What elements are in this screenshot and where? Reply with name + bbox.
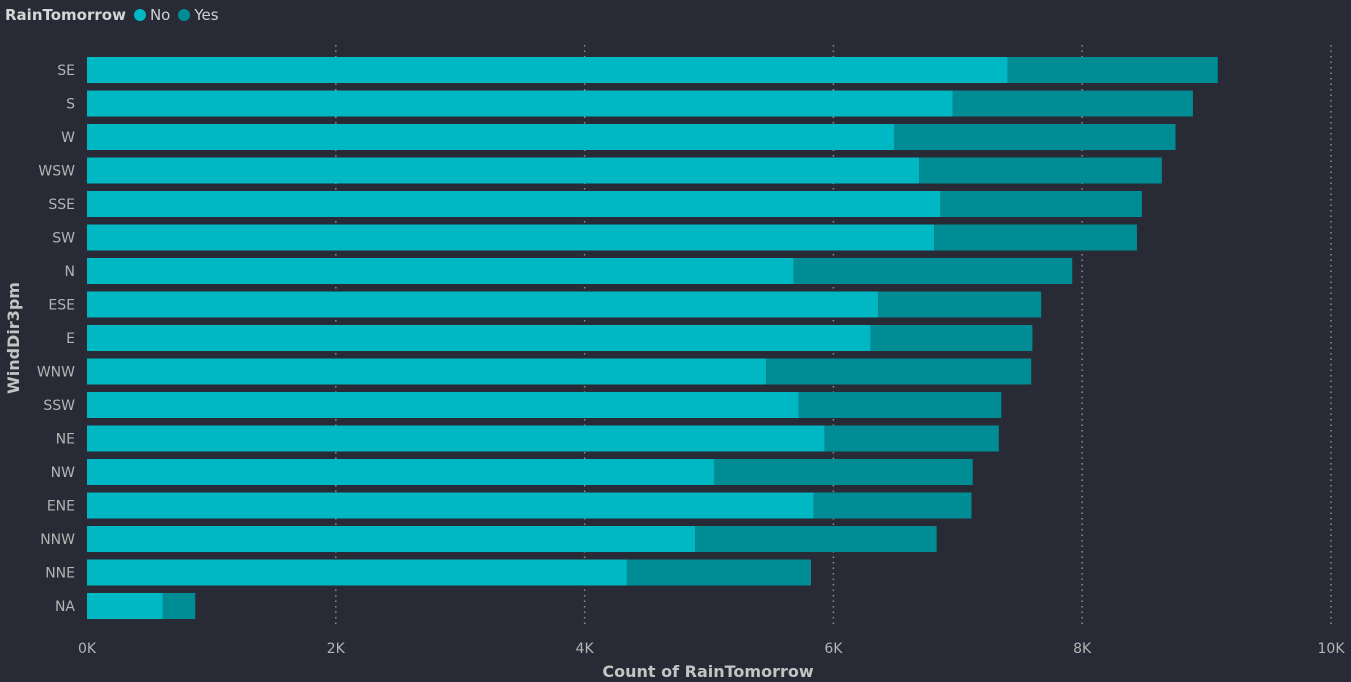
- bar-yes-n[interactable]: [793, 258, 1073, 284]
- legend-swatch-yes: [178, 9, 191, 21]
- y-tick-label: NNE: [45, 566, 75, 582]
- legend-title: RainTomorrow: [5, 6, 126, 24]
- y-tick-label: NNW: [40, 532, 75, 548]
- bar-yes-ne[interactable]: [824, 425, 999, 452]
- legend-label-no: No: [149, 6, 171, 24]
- legend-label-yes: Yes: [194, 6, 219, 24]
- bar-no-nw[interactable]: [87, 459, 714, 485]
- y-tick-label: SSW: [43, 398, 75, 414]
- bar-no-s[interactable]: [87, 90, 953, 117]
- y-tick-label: NW: [51, 465, 75, 481]
- bar-yes-nw[interactable]: [713, 459, 973, 485]
- x-tick-label: 0K: [78, 641, 97, 657]
- x-tick-label: 6K: [824, 641, 843, 657]
- y-tick-label: ENE: [47, 499, 75, 515]
- y-tick-label: WNW: [37, 365, 75, 381]
- y-tick-label: W: [61, 130, 75, 146]
- bar-yes-ese[interactable]: [878, 291, 1042, 318]
- bar-no-w[interactable]: [87, 124, 895, 150]
- bar-no-ene[interactable]: [87, 492, 814, 519]
- legend-entry-yes[interactable]: Yes: [178, 6, 219, 24]
- y-tick-label: N: [65, 264, 75, 280]
- y-tick-label: SSE: [48, 197, 75, 213]
- y-axis-label: WindDir3pm: [4, 282, 23, 394]
- x-tick-label: 4K: [576, 641, 595, 657]
- x-tick-label: 2K: [327, 641, 346, 657]
- bar-no-na[interactable]: [87, 593, 163, 619]
- bar-no-nne[interactable]: [87, 559, 627, 586]
- bar-no-sse[interactable]: [87, 191, 941, 217]
- bar-yes-sse[interactable]: [940, 191, 1142, 217]
- bar-yes-se[interactable]: [1007, 57, 1218, 83]
- bar-yes-wnw[interactable]: [766, 358, 1032, 385]
- x-tick-label: 10K: [1318, 641, 1346, 657]
- bar-yes-na[interactable]: [162, 593, 196, 619]
- bar-yes-nne[interactable]: [626, 559, 812, 586]
- bar-no-wnw[interactable]: [87, 358, 767, 385]
- bar-no-sw[interactable]: [87, 224, 935, 251]
- bar-no-ne[interactable]: [87, 425, 825, 452]
- legend-entry-no[interactable]: No: [133, 6, 171, 24]
- bar-yes-e[interactable]: [870, 325, 1033, 351]
- bar-no-wsw[interactable]: [87, 157, 920, 184]
- y-tick-label: E: [66, 331, 75, 347]
- x-axis-label: Count of RainTomorrow: [602, 662, 813, 681]
- bar-yes-w[interactable]: [894, 124, 1176, 150]
- y-tick-label: SE: [57, 63, 75, 79]
- y-tick-label: S: [66, 97, 75, 113]
- x-tick-label: 8K: [1073, 641, 1092, 657]
- y-tick-label: WSW: [38, 164, 75, 180]
- legend-swatch-no: [133, 9, 146, 21]
- y-tick-label: NE: [56, 432, 75, 448]
- bar-yes-s[interactable]: [952, 90, 1193, 117]
- bars: [87, 57, 1218, 619]
- bar-yes-sw[interactable]: [934, 224, 1137, 251]
- bar-no-e[interactable]: [87, 325, 871, 351]
- y-tick-label: ESE: [48, 298, 75, 314]
- bar-yes-ene[interactable]: [813, 492, 972, 519]
- x-axis-ticks: 0K 2K 4K 6K 8K 10K: [78, 641, 1345, 657]
- bar-no-n[interactable]: [87, 258, 794, 284]
- bar-no-ssw[interactable]: [87, 392, 799, 418]
- y-tick-label: SW: [52, 231, 75, 247]
- bar-yes-ssw[interactable]: [798, 392, 1002, 418]
- bar-no-nnw[interactable]: [87, 526, 696, 552]
- y-tick-label: NA: [55, 599, 75, 615]
- bar-no-se[interactable]: [87, 57, 1008, 83]
- bar-yes-nnw[interactable]: [695, 526, 937, 552]
- legend: RainTomorrow No Yes: [5, 4, 227, 26]
- bar-yes-wsw[interactable]: [919, 157, 1162, 184]
- bar-no-ese[interactable]: [87, 291, 879, 318]
